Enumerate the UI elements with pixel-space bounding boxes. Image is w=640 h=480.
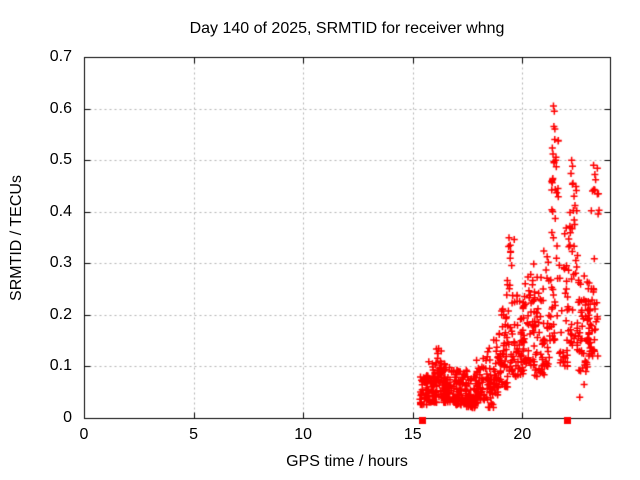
y-tick-label: 0.1	[49, 357, 72, 375]
y-tick-label: 0	[63, 409, 72, 426]
y-tick-label: 0.5	[49, 151, 72, 169]
x-tick-label: 5	[189, 426, 199, 443]
x-axis-label: GPS time / hours	[286, 453, 408, 470]
x-tick-label: 10	[294, 426, 313, 443]
chart-title: Day 140 of 2025, SRMTID for receiver whn…	[189, 20, 505, 37]
x-tick-label: 15	[403, 426, 422, 443]
y-tick-label: 0.6	[49, 99, 72, 117]
y-tick-label: 0.3	[49, 254, 72, 272]
y-tick-label: 0.7	[49, 48, 72, 65]
x-tick-label: 20	[513, 426, 532, 443]
y-tick-label: 0.2	[49, 305, 72, 323]
y-tick-label: 0.4	[49, 202, 72, 220]
x-tick-label: 0	[79, 426, 89, 443]
y-axis-label: SRMTID / TECUs	[8, 175, 25, 301]
